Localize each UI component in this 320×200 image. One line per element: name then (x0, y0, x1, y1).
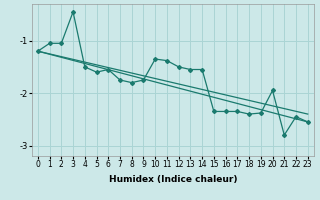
X-axis label: Humidex (Indice chaleur): Humidex (Indice chaleur) (108, 175, 237, 184)
